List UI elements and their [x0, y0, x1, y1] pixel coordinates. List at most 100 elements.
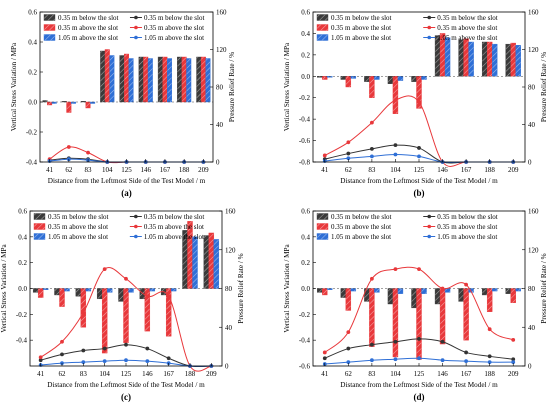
chart-panel-a: -0.4 -0.2 0.0 0.2 0.4 0.6 0 40 80 120 160 41 62 83 104… [10, 9, 236, 199]
x-tick-label: 125 [121, 166, 132, 174]
line-point-1 [81, 348, 86, 353]
bar-series-1 [434, 288, 441, 305]
right-tick-label: 40 [225, 324, 233, 332]
legend-label: 0.35 m below the slot [144, 213, 205, 221]
bar-series-2 [59, 288, 65, 307]
right-tick-label: 160 [216, 9, 227, 17]
bar-series-3 [515, 45, 521, 77]
left-tick-label: 0.6 [301, 9, 310, 17]
legend: 0.35 m below the slot 0.35 m above the sl… [33, 213, 205, 241]
bar-series-1 [505, 43, 511, 77]
legend-swatch-bar [33, 233, 46, 240]
x-tick-label: 146 [437, 166, 448, 174]
chart-panel-c: -0.4 -0.2 0.0 0.2 0.4 0.6 0 40 80 120 160 41 62 83 104… [0, 208, 245, 403]
left-tick-label: 0.2 [18, 259, 27, 267]
x-tick-label: 41 [46, 166, 54, 174]
bar-series-3 [374, 288, 380, 293]
bar-series-3 [397, 288, 404, 294]
left-tick-label: 0.4 [18, 233, 27, 241]
legend-label: 0.35 m above the slot [437, 223, 497, 231]
legend-label: 0.35 m below the slot [48, 213, 109, 221]
left-tick-label: 0.6 [301, 208, 310, 216]
bar-series-1 [75, 288, 82, 297]
legend-label: 0.35 m above the slot [437, 24, 497, 32]
left-tick-label: -0.4 [299, 116, 311, 124]
bar-series-3 [85, 288, 92, 292]
x-axis-title: Distance from the Leftmost Side of the T… [47, 381, 205, 389]
legend-label: 0.35 m below the slot [58, 14, 119, 22]
right-tick-label: 0 [225, 363, 229, 371]
line-point-1 [322, 356, 327, 361]
legend-swatch-bar [316, 14, 329, 21]
bar-series-1 [96, 288, 103, 300]
x-tick-label: 167 [461, 166, 472, 174]
bar-series-3 [186, 58, 192, 103]
bar-series-3 [421, 76, 427, 80]
legend-swatch-marker [427, 15, 432, 20]
bar-series-2 [104, 49, 110, 103]
left-tick-label: 0.0 [301, 73, 310, 81]
bar-series-2 [123, 288, 129, 343]
legend-label: 0.35 m below the slot [144, 14, 205, 22]
line-point-1 [346, 151, 351, 156]
left-tick-label: 0.6 [18, 208, 27, 216]
bar-series-3 [421, 288, 427, 294]
bar-series-1 [340, 288, 347, 298]
left-tick-label: 0.0 [18, 285, 27, 293]
line-point-2 [145, 294, 150, 299]
legend-swatch-bar [316, 34, 329, 41]
legend-swatch-marker [427, 224, 432, 229]
legend-swatch-marker [427, 35, 432, 40]
line-point-1 [511, 357, 516, 362]
legend: 0.35 m below the slot 0.35 m above the sl… [316, 14, 498, 42]
left-tick-label: -0.2 [299, 311, 311, 319]
line-point-3 [346, 156, 351, 161]
right-tick-label: 0 [528, 363, 532, 371]
bar-series-2 [47, 101, 53, 106]
bar-series-1 [364, 288, 370, 302]
bar-series-3 [350, 288, 357, 292]
panel-label: (b) [414, 188, 425, 198]
line-point-2 [81, 310, 86, 315]
bar-series-1 [481, 41, 488, 77]
y-right-axis-title: Pressure Relief Rate / % [237, 253, 245, 323]
y-right-axis-title: Pressure Relief Rate / % [540, 52, 548, 122]
legend-label: 0.35 m above the slot [331, 24, 391, 32]
line-point-3 [346, 360, 351, 365]
bar-series-1 [411, 288, 417, 309]
x-tick-label: 62 [345, 370, 353, 378]
x-tick-label: 188 [185, 370, 196, 378]
legend-swatch-marker [134, 224, 138, 229]
bar-series-2 [369, 288, 375, 347]
line-point-1 [464, 350, 469, 355]
line-point-3 [417, 356, 421, 361]
bar-series-2 [208, 232, 215, 289]
legend-swatch-marker [134, 214, 138, 219]
bar-series-2 [143, 56, 149, 103]
line-point-2 [440, 286, 445, 291]
bar-series-3 [149, 288, 156, 292]
bar-series-1 [458, 39, 464, 77]
left-tick-label: 0.4 [301, 233, 310, 241]
bar-series-3 [109, 55, 115, 103]
bar-series-3 [350, 76, 357, 79]
line-point-2 [417, 267, 421, 272]
left-tick-label: -0.4 [16, 337, 28, 345]
bar-series-3 [468, 41, 474, 77]
legend-swatch-marker [427, 214, 432, 219]
bar-series-2 [392, 288, 399, 358]
right-tick-label: 160 [225, 208, 236, 216]
x-tick-label: 125 [414, 370, 425, 378]
bar-series-3 [515, 288, 521, 292]
legend-swatch-marker [427, 25, 432, 30]
right-tick-label: 40 [216, 121, 224, 129]
bar-series-1 [481, 288, 488, 296]
line-point-3 [102, 359, 107, 364]
bar-series-2 [322, 288, 328, 296]
panel-label: (c) [121, 392, 131, 402]
right-tick-label: 120 [225, 246, 236, 254]
chart-panel-d: -0.6 -0.4 -0.2 0.0 0.2 0.4 0.6 0 40 80 120 160 41 62 8… [283, 208, 548, 403]
bar-series-1 [138, 56, 144, 103]
bar-series-1 [364, 76, 370, 82]
right-tick-label: 120 [528, 46, 539, 54]
